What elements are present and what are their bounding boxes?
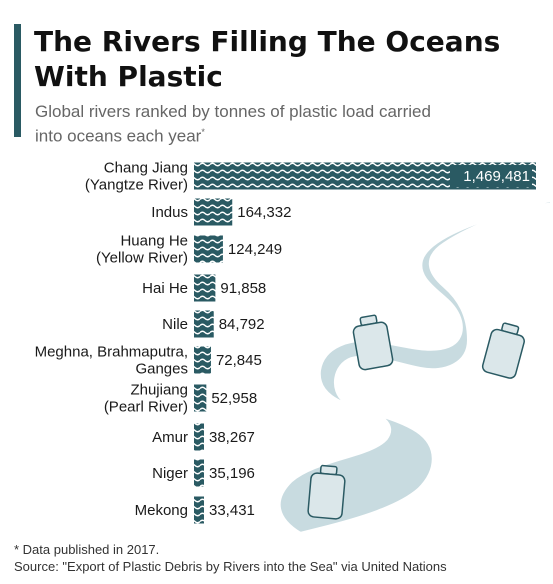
category-label-line: Niger [152,465,188,482]
river-illustration [274,194,553,539]
river-shape [274,194,553,539]
value-label: 84,792 [219,316,265,333]
category-label-line: Amur [152,429,188,446]
value-label: 124,249 [228,241,282,258]
value-label: 33,431 [209,502,255,519]
title-accent-bar [14,24,21,137]
bar [194,310,214,338]
chart-subtitle: Global rivers ranked by tonnes of plasti… [35,102,455,147]
bar [194,459,204,487]
chart-title: The Rivers Filling The Oceans With Plast… [34,25,501,93]
category-label-line: (Yangtze River) [85,177,188,194]
category-label-line: Hai He [142,280,188,297]
category-label: Huang He (Yellow River) [96,233,188,267]
value-label: 164,332 [237,204,291,221]
value-label: 1,469,481 [463,168,530,185]
category-label-line: Meghna, Brahmaputra, [35,344,188,361]
bar [194,384,207,412]
value-label: 35,196 [209,465,255,482]
category-label-line: Indus [151,204,188,221]
subtitle-text: Global rivers ranked by tonnes of plasti… [35,102,431,146]
bar [194,423,204,451]
category-label: Indus [151,204,188,221]
category-label: Chang Jiang (Yangtze River) [85,160,188,194]
category-label-line: Chang Jiang [104,160,188,177]
footnote-note: * Data published in 2017. [14,542,160,557]
footnote-source: Source: "Export of Plastic Debris by Riv… [14,559,447,574]
value-label: 72,845 [216,352,262,369]
bottle-icon [352,314,394,371]
bars-group: Chang Jiang (Yangtze River) 1,469,481 Indus… [35,160,536,524]
value-label: 38,267 [209,429,255,446]
bar [194,346,211,374]
bar [194,274,216,302]
category-label: Niger [152,465,188,482]
category-label-line: Mekong [135,502,188,519]
bottle-icon [307,464,346,520]
category-label: Hai He [142,280,188,297]
bar [194,198,233,226]
value-label: 91,858 [220,280,266,297]
category-label-line: Zhujiang [130,382,188,399]
category-label-line: (Yellow River) [96,250,188,267]
bar [194,235,223,263]
category-label: Amur [152,429,188,446]
value-label: 52,958 [211,390,257,407]
footnote: * Data published in 2017. Source: "Expor… [14,541,544,575]
category-label: Mekong [135,502,188,519]
category-label: Zhujiang (Pearl River) [104,382,188,416]
category-label: Meghna, Brahmaputra, Ganges [35,344,188,378]
category-label-line: Ganges [135,361,188,378]
category-label-line: Nile [162,316,188,333]
bottle-icon [481,322,525,379]
subtitle-footnote-marker: * [201,127,205,137]
bar [194,496,204,524]
category-label: Nile [162,316,188,333]
category-label-line: Huang He [120,233,188,250]
category-label-line: (Pearl River) [104,399,188,416]
value-label-background [450,165,532,187]
